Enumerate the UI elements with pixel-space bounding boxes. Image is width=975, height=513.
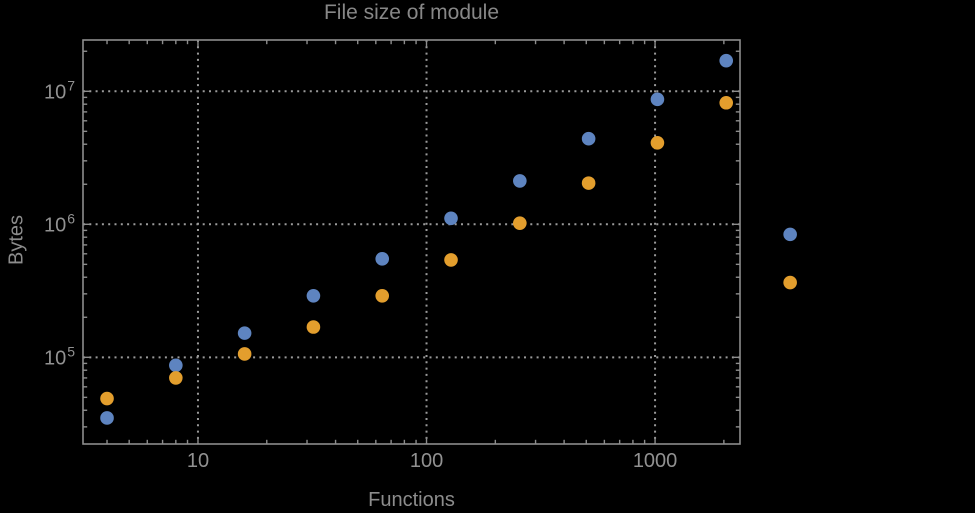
data-point-series-blue (100, 411, 114, 425)
y-tick-mantissa: 10 (43, 347, 67, 370)
y-tick-exponent: 5 (67, 343, 75, 360)
data-point-series-orange (581, 176, 596, 190)
data-point-series-blue (513, 174, 527, 188)
data-point-series-orange (169, 371, 183, 385)
x-axis-label: Functions (368, 489, 455, 511)
data-point-series-blue (169, 358, 183, 373)
data-point-series-blue (650, 92, 665, 107)
data-point-series-orange (237, 347, 252, 361)
y-tick-exponent: 6 (67, 210, 75, 227)
data-point-series-orange (444, 253, 458, 267)
y-tick-label: 105 (43, 344, 75, 370)
y-tick-label: 106 (43, 211, 75, 237)
data-point-series-orange (513, 216, 527, 230)
data-point-series-blue (444, 211, 458, 226)
y-tick-mantissa: 10 (43, 81, 67, 104)
data-point-series-orange (650, 135, 665, 150)
y-tick-exponent: 7 (67, 77, 75, 94)
x-tick-label: 10 (186, 450, 210, 472)
plot-frame (82, 39, 741, 445)
unlabeled-marker-series-blue (783, 227, 797, 242)
data-point-series-orange (306, 320, 321, 334)
y-tick-mantissa: 10 (43, 214, 67, 237)
data-point-series-blue (306, 289, 321, 303)
data-point-series-blue (581, 131, 596, 146)
chart-title: File size of module (323, 1, 500, 24)
y-axis-label: Bytes (5, 214, 28, 266)
x-tick-label: 100 (409, 450, 444, 472)
x-tick-label: 1000 (632, 450, 678, 472)
data-point-series-orange (100, 391, 114, 406)
data-point-series-blue (375, 252, 390, 266)
data-point-series-blue (237, 326, 252, 340)
data-point-series-orange (375, 289, 390, 303)
data-point-series-orange (719, 95, 734, 110)
data-point-series-blue (719, 53, 734, 68)
unlabeled-marker-series-orange (783, 275, 797, 290)
y-tick-label: 107 (43, 78, 75, 104)
